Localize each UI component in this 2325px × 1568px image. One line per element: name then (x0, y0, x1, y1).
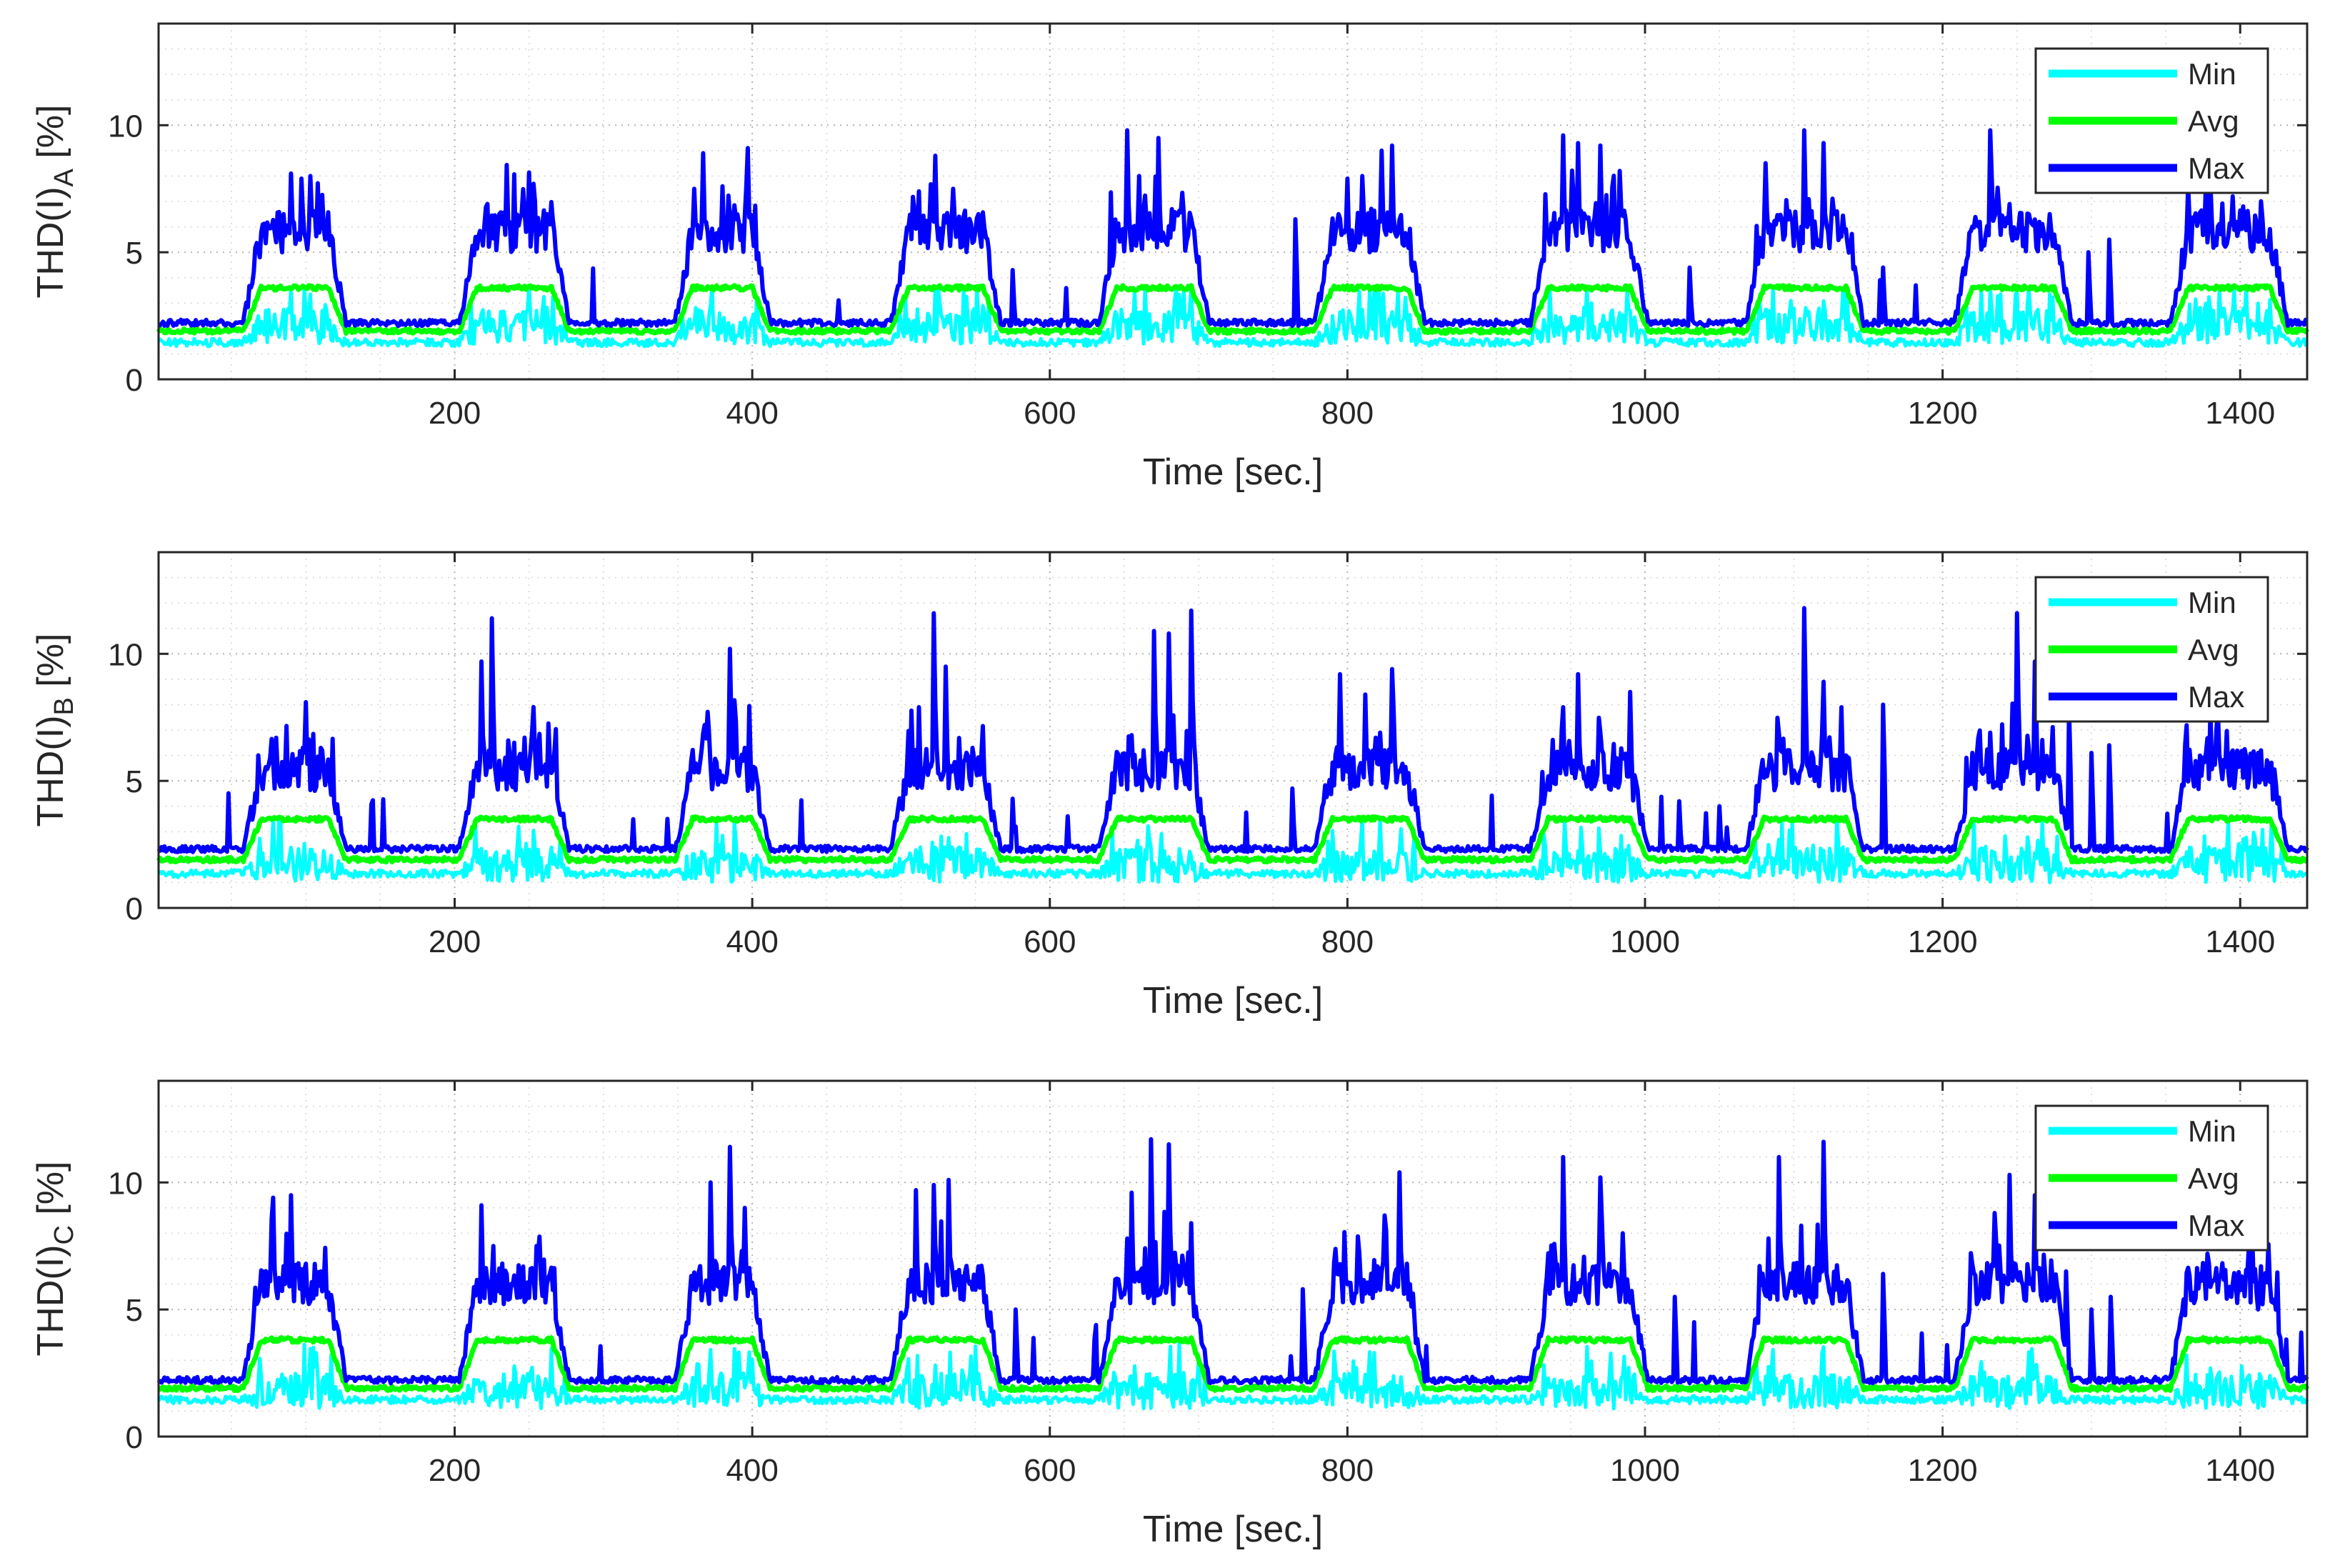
y-ticks: 0 5 10 (108, 1166, 2307, 1455)
x-axis-label: Time [sec.] (1143, 451, 1323, 493)
series-line-min (156, 1342, 2309, 1411)
x-tick-label: 1000 (1610, 396, 1680, 431)
legend-label-max: Max (2188, 151, 2244, 185)
x-ticks: 200 400 600 800 1000 1200 1400 (429, 552, 2275, 959)
axes-box (157, 1079, 2309, 1438)
panel-a: 200 400 600 800 1000 1200 1400 0 5 10 Time [sec.… (30, 22, 2310, 493)
series-line-avg (156, 814, 2309, 865)
x-ticks: 200 400 600 800 1000 1200 1400 (429, 24, 2275, 431)
axes-box (157, 551, 2309, 909)
x-tick-label: 800 (1321, 924, 1374, 959)
series-line-avg (157, 1335, 2310, 1394)
y-label-main: THD(I) (30, 186, 71, 298)
x-tick-label: 800 (1321, 1453, 1374, 1488)
y-ticks: 0 5 10 (108, 109, 2307, 398)
legend-label-min: Min (2188, 586, 2236, 619)
series-line-max (156, 1137, 2309, 1386)
y-tick-label: 10 (108, 1166, 143, 1201)
y-label-subscript: A (49, 168, 79, 186)
x-tick-label: 1000 (1610, 1453, 1680, 1488)
axes-box (157, 22, 2309, 381)
y-label-unit: [%] (30, 105, 71, 169)
y-tick-label: 5 (126, 1293, 143, 1328)
series-layer (156, 606, 2309, 884)
y-axis-label: THD(I)A [%] (30, 105, 79, 299)
x-tick-label: 400 (726, 396, 778, 431)
x-tick-label: 600 (1024, 1453, 1076, 1488)
y-ticks: 0 5 10 (108, 637, 2307, 927)
series-line-min (157, 284, 2309, 349)
series-line-max (156, 606, 2309, 854)
legend-label-avg: Avg (2188, 104, 2239, 138)
legend: Min Avg Max (2034, 576, 2269, 723)
x-tick-label: 1200 (1908, 924, 1978, 959)
series-line-max (158, 128, 2309, 329)
y-tick-label: 10 (108, 637, 143, 672)
x-tick-label: 1400 (2205, 1453, 2275, 1488)
series-layer (156, 128, 2310, 349)
x-tick-label: 600 (1024, 396, 1076, 431)
y-label-main: THD(I) (30, 1245, 71, 1357)
x-tick-label: 400 (726, 1453, 778, 1488)
x-tick-label: 200 (429, 924, 481, 959)
x-tick-label: 1200 (1908, 396, 1978, 431)
series-layer (156, 1137, 2310, 1411)
legend-label-max: Max (2188, 680, 2244, 714)
y-tick-label: 5 (126, 764, 143, 799)
legend-label-avg: Avg (2188, 1162, 2239, 1195)
x-tick-label: 1000 (1610, 924, 1680, 959)
y-tick-label: 0 (126, 892, 143, 927)
y-axis-label: THD(I)C [%] (30, 1162, 79, 1357)
panel-c: 200 400 600 800 1000 1200 1400 0 5 10 Time [sec.… (30, 1079, 2310, 1550)
x-tick-label: 600 (1024, 924, 1076, 959)
legend: Min Avg Max (2034, 1104, 2269, 1252)
y-label-subscript: B (49, 697, 79, 715)
y-tick-label: 0 (126, 363, 143, 398)
x-tick-label: 200 (429, 1453, 481, 1488)
series-line-avg (156, 283, 2310, 336)
y-label-unit: [%] (30, 1162, 71, 1226)
legend-label-max: Max (2188, 1209, 2244, 1242)
y-label-main: THD(I) (30, 715, 71, 827)
x-tick-label: 1400 (2205, 924, 2275, 959)
legend-label-min: Min (2188, 1114, 2236, 1148)
x-tick-label: 200 (429, 396, 481, 431)
panel-b: 200 400 600 800 1000 1200 1400 0 5 10 Time [sec.… (30, 551, 2309, 1022)
y-tick-label: 0 (126, 1420, 143, 1455)
x-tick-label: 400 (726, 924, 778, 959)
series-line-min (157, 816, 2309, 884)
y-tick-label: 5 (126, 236, 143, 271)
legend-label-min: Min (2188, 57, 2236, 91)
y-axis-label: THD(I)B [%] (30, 634, 79, 827)
x-axis-label: Time [sec.] (1143, 980, 1323, 1022)
y-label-unit: [%] (30, 634, 71, 698)
x-axis-label: Time [sec.] (1143, 1509, 1323, 1550)
y-tick-label: 10 (108, 109, 143, 144)
x-ticks: 200 400 600 800 1000 1200 1400 (429, 1081, 2275, 1488)
x-tick-label: 1400 (2205, 396, 2275, 431)
legend-label-avg: Avg (2188, 633, 2239, 666)
x-tick-label: 800 (1321, 396, 1374, 431)
y-label-subscript: C (49, 1225, 79, 1244)
x-tick-label: 1200 (1908, 1453, 1978, 1488)
legend: Min Avg Max (2034, 47, 2269, 194)
